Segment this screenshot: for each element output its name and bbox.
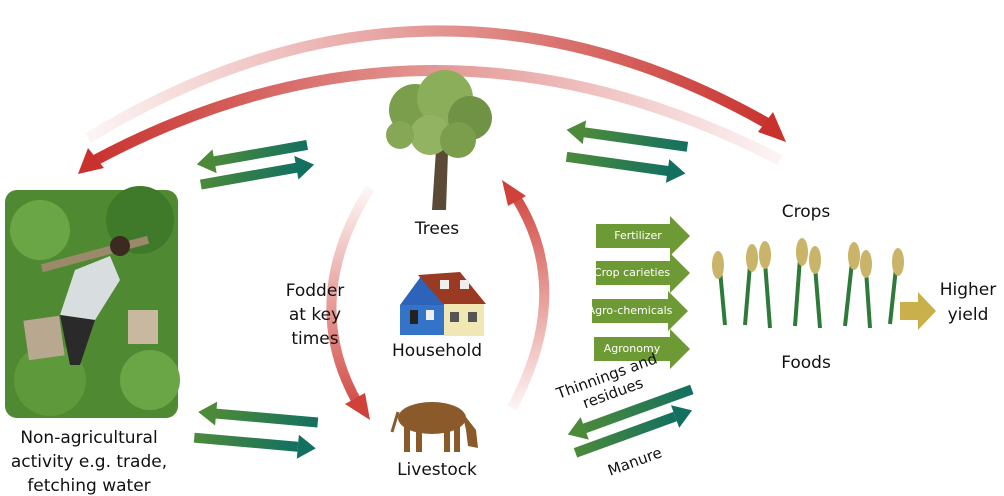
exchange-arrows-bottom-left-part-part bbox=[297, 435, 317, 460]
crops-image-part-part bbox=[845, 262, 852, 326]
crops-image-part bbox=[712, 238, 904, 279]
arc-livestock-to-trees-part bbox=[512, 196, 544, 408]
exchange-arrows-top-left-part-part bbox=[210, 140, 308, 167]
exchange-arrows-top-left bbox=[195, 133, 316, 196]
cow-icon bbox=[392, 402, 478, 452]
exchange-arrows-bottom-left-part bbox=[197, 400, 319, 434]
exchange-arrows-top-left-part-part bbox=[294, 153, 316, 180]
cow-icon-part bbox=[444, 428, 450, 452]
house-icon-part bbox=[400, 305, 444, 335]
activity-photo-part bbox=[10, 200, 70, 260]
arc-trees-to-livestock bbox=[331, 188, 370, 420]
exchange-arrows-top-right-part bbox=[565, 145, 687, 185]
cow-icon-part bbox=[416, 428, 422, 452]
flow-label: Manure bbox=[605, 443, 664, 479]
exchange-arrows-bottom-left-part bbox=[193, 426, 317, 461]
crops-image-part-part bbox=[765, 262, 770, 328]
node-label: Foods bbox=[781, 353, 831, 373]
exchange-arrows-bottom-right-part-part bbox=[671, 399, 696, 428]
node-label: Household bbox=[392, 341, 482, 361]
exchange-arrows-bottom-left-part-part bbox=[197, 400, 217, 425]
house-icon-part bbox=[426, 310, 434, 320]
crops-image-part-part bbox=[848, 242, 860, 270]
activity-photo-part bbox=[110, 236, 130, 256]
crops-image-part-part bbox=[866, 270, 870, 328]
crops-image-part-part bbox=[720, 270, 725, 325]
exchange-arrows-bottom-left-part-part bbox=[194, 433, 298, 452]
node-label: Non-agricultural bbox=[20, 428, 157, 448]
cow-icon-part bbox=[462, 412, 478, 448]
exchange-arrows-bottom-left-part-part bbox=[214, 408, 318, 427]
activity-photo-part bbox=[128, 310, 158, 344]
input-label: Crop carieties bbox=[594, 266, 670, 279]
node-label: Trees bbox=[414, 219, 459, 239]
exchange-arrows-bottom-left bbox=[193, 400, 319, 460]
tree-icon-part bbox=[386, 121, 414, 149]
house-icon-part bbox=[440, 280, 449, 289]
tree-icon bbox=[386, 70, 492, 210]
crops-image-part-part bbox=[796, 238, 808, 266]
house-icon-part bbox=[460, 280, 469, 289]
house-icon-part bbox=[468, 312, 477, 322]
crops-image-part-part bbox=[745, 265, 750, 325]
crops-image-part-part bbox=[809, 246, 821, 274]
activity-photo bbox=[5, 186, 180, 418]
crops-image-part-part bbox=[759, 241, 771, 269]
crops-image-part-part bbox=[795, 258, 800, 326]
exchange-arrows-top-right bbox=[565, 118, 689, 185]
house-icon-part bbox=[450, 312, 459, 322]
tree-icon-part bbox=[440, 122, 476, 158]
node-label: Crops bbox=[782, 202, 831, 222]
node-label: Higher bbox=[940, 280, 997, 300]
crops-image-part-part bbox=[892, 248, 904, 276]
house-icon bbox=[400, 272, 486, 336]
flow-label: times bbox=[291, 329, 338, 349]
house-icon-part bbox=[410, 310, 418, 324]
node-label: activity e.g. trade, bbox=[11, 452, 167, 472]
yield-arrow bbox=[900, 292, 936, 330]
exchange-arrows-top-right-part-part bbox=[582, 127, 688, 152]
node-label: Livestock bbox=[397, 460, 477, 480]
flow-label: Fodder bbox=[286, 281, 345, 301]
input-label: Fertilizer bbox=[614, 229, 662, 242]
crops-image-part-part bbox=[890, 268, 896, 324]
flow-label: at key bbox=[289, 305, 341, 325]
exchange-arrows-top-right-part-part bbox=[566, 152, 670, 176]
exchange-arrows-bottom-right-part-part bbox=[564, 417, 589, 446]
cow-icon-part bbox=[454, 426, 460, 452]
crops-image-part-part bbox=[860, 250, 872, 278]
cow-icon-part bbox=[392, 412, 398, 432]
input-label: Agro-chemicals bbox=[588, 304, 673, 317]
node-label: fetching water bbox=[27, 476, 150, 496]
crops-image-part-part bbox=[746, 244, 758, 272]
exchange-arrows-top-right-part-part bbox=[666, 159, 687, 185]
arc-livestock-to-trees bbox=[502, 180, 544, 408]
node-label: yield bbox=[948, 305, 989, 325]
activity-photo-part bbox=[120, 350, 180, 410]
exchange-arrows-top-right-part bbox=[565, 118, 689, 159]
crops-image-part-part bbox=[712, 251, 724, 279]
exchange-arrows-top-left-part-part bbox=[195, 149, 217, 176]
diagram: Fertilizer Crop carieties Agro-chemicals… bbox=[0, 0, 1004, 496]
exchange-arrows-top-right-part-part bbox=[565, 118, 586, 144]
cow-icon-part bbox=[404, 426, 410, 452]
crops-image bbox=[712, 238, 904, 328]
activity-photo-part bbox=[23, 316, 64, 361]
crops-image-part-part bbox=[815, 266, 820, 328]
